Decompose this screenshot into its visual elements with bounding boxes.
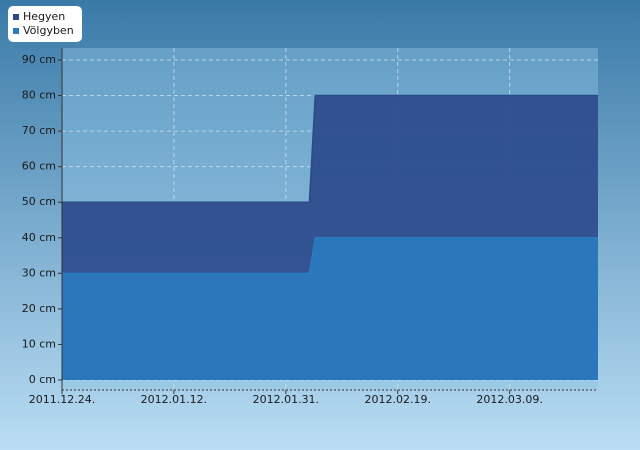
x-tick-label: 2012.02.19. xyxy=(364,393,430,406)
y-tick-label: 40 cm xyxy=(22,231,56,244)
area-line xyxy=(62,94,598,203)
x-tick-label: 2012.03.09. xyxy=(476,393,542,406)
y-tick-label: 50 cm xyxy=(22,195,56,208)
y-tick-label: 70 cm xyxy=(22,124,56,137)
y-tick-label: 10 cm xyxy=(22,337,56,350)
area-line xyxy=(62,237,598,275)
y-tick-label: 30 cm xyxy=(22,266,56,279)
y-tick-label: 60 cm xyxy=(22,160,56,173)
x-tick-label: 2011.12.24. xyxy=(29,393,95,406)
legend-swatch xyxy=(13,14,19,20)
y-tick-label: 80 cm xyxy=(22,89,56,102)
x-tick-label: 2012.01.12. xyxy=(141,393,207,406)
legend-label: Völgyben xyxy=(23,24,74,37)
legend-swatch xyxy=(13,28,19,34)
y-tick-label: 0 cm xyxy=(29,373,56,386)
y-tick-label: 20 cm xyxy=(22,302,56,315)
legend-label: Hegyen xyxy=(23,10,65,23)
legend-box xyxy=(8,6,82,42)
area-fill xyxy=(62,237,598,380)
y-tick-label: 90 cm xyxy=(22,53,56,66)
x-tick-label: 2012.01.31. xyxy=(253,393,319,406)
